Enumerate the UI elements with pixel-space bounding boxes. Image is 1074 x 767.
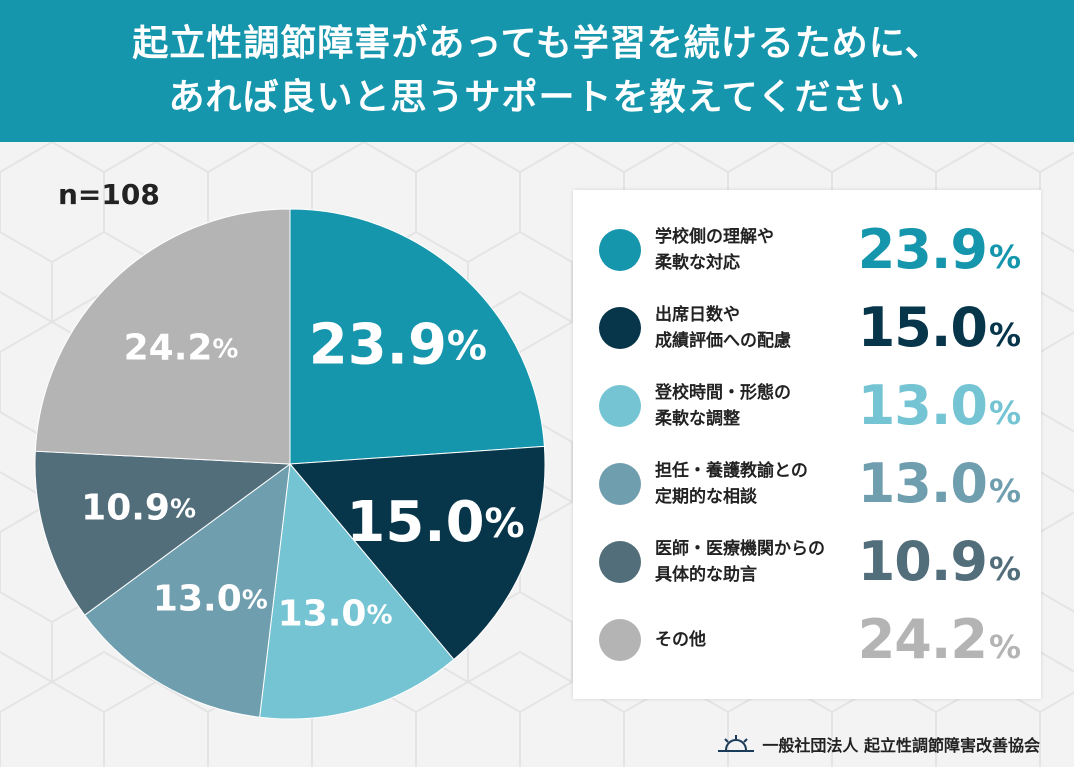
title-line-1: 起立性調節障害があっても学習を続けるために、 xyxy=(132,23,942,64)
legend-item: 医師・医療機関からの 具体的な助言 10.9% xyxy=(573,532,1041,592)
legend-item: 登校時間・形態の 柔軟な調整 13.0% xyxy=(573,376,1041,436)
legend-swatch xyxy=(599,463,641,505)
legend-item: 担任・養護教諭との 定期的な相談 13.0% xyxy=(573,454,1041,514)
pie-data-label: 15.0% xyxy=(346,490,524,555)
legend-value: 24.2% xyxy=(858,610,1021,670)
legend-swatch xyxy=(599,307,641,349)
legend-item: 出席日数や 成績評価への配慮 15.0% xyxy=(573,298,1041,358)
legend-label: 学校側の理解や 柔軟な対応 xyxy=(655,224,855,276)
legend-label: 出席日数や成績評価への配慮 xyxy=(655,302,855,354)
legend-label-line: 柔軟な対応 xyxy=(655,253,740,273)
legend-item: その他 24.2% xyxy=(573,610,1041,670)
title-line-2: あれば良いと思うサポートを教えてください xyxy=(168,77,906,118)
legend-value-number: 15.0 xyxy=(857,296,988,359)
footer-organization: 一般社団法人 起立性調節障害改善協会 xyxy=(718,732,1040,756)
pie-slice xyxy=(34,450,292,616)
legend-value-percent: % xyxy=(988,394,1021,432)
pie-data-label: 13.0% xyxy=(278,594,393,635)
legend-label-line: 担任・養護教諭との xyxy=(655,461,808,481)
legend-value: 15.0% xyxy=(858,298,1021,358)
pie-slice xyxy=(34,208,291,465)
legend-value-number: 24.2 xyxy=(857,608,988,671)
pie-data-label: 24.2% xyxy=(124,327,239,368)
legend-swatch xyxy=(599,541,641,583)
legend-swatch xyxy=(599,229,641,271)
legend-label-line: 学校側の理解や xyxy=(655,227,774,247)
legend-swatch xyxy=(599,619,641,661)
header-banner: 起立性調節障害があっても学習を続けるために、 あれば良いと思うサポートを教えてく… xyxy=(0,0,1074,142)
legend-label-line: その他 xyxy=(655,630,706,650)
legend-label-line: 定期的な相談 xyxy=(655,487,757,507)
legend-value-percent: % xyxy=(988,550,1021,588)
legend-item: 学校側の理解や 柔軟な対応 23.9% xyxy=(573,220,1041,280)
legend-value: 10.9% xyxy=(858,532,1021,592)
pie-slice xyxy=(83,462,291,718)
legend-value: 13.0% xyxy=(858,376,1021,436)
legend-value-number: 23.9 xyxy=(857,218,988,281)
legend-label-line: 出席日数や xyxy=(655,305,740,325)
legend-value-number: 10.9 xyxy=(857,530,988,593)
pie-data-label: 10.9% xyxy=(81,488,196,529)
legend-label: 登校時間・形態の 柔軟な調整 xyxy=(655,380,855,432)
legend-label: その他 xyxy=(655,627,855,653)
legend-label: 医師・医療機関からの 具体的な助言 xyxy=(655,536,855,588)
legend-label-line: 具体的な助言 xyxy=(655,565,757,585)
legend-value: 13.0% xyxy=(858,454,1021,514)
pie-slice xyxy=(259,462,455,720)
pie-chart: 23.9% 15.0% 13.0%13.0% 10.9% 24.2% xyxy=(34,208,546,720)
legend-label: 担任・養護教諭との 定期的な相談 xyxy=(655,458,855,510)
legend-label-line: 柔軟な調整 xyxy=(655,409,740,429)
pie-data-label: 13.0% xyxy=(153,579,268,620)
legend-value-percent: % xyxy=(988,238,1021,276)
pie-data-label: 23.9% xyxy=(309,313,487,378)
sample-size: n=108 xyxy=(58,178,160,211)
legend-value-percent: % xyxy=(988,316,1021,354)
organization-name: 一般社団法人 起立性調節障害改善協会 xyxy=(762,736,1040,755)
legend-value-number: 13.0 xyxy=(857,452,988,515)
legend-value-percent: % xyxy=(988,628,1021,666)
pie-slice xyxy=(289,208,545,465)
legend-label-line: 成績評価への配慮 xyxy=(655,331,791,351)
legend-swatch xyxy=(599,385,641,427)
legend-label-line: 医師・医療機関からの xyxy=(655,539,825,559)
legend-value-percent: % xyxy=(988,472,1021,510)
legend-value-number: 13.0 xyxy=(857,374,988,437)
pie-slice xyxy=(288,445,546,661)
legend-panel: 学校側の理解や 柔軟な対応 23.9% 出席日数や 成績評価への配慮 15.0% 登校時間・… xyxy=(573,190,1041,699)
legend-value: 23.9% xyxy=(858,220,1021,280)
sunrise-icon xyxy=(718,735,755,752)
legend-label-line: 登校時間・形態の xyxy=(655,383,791,403)
